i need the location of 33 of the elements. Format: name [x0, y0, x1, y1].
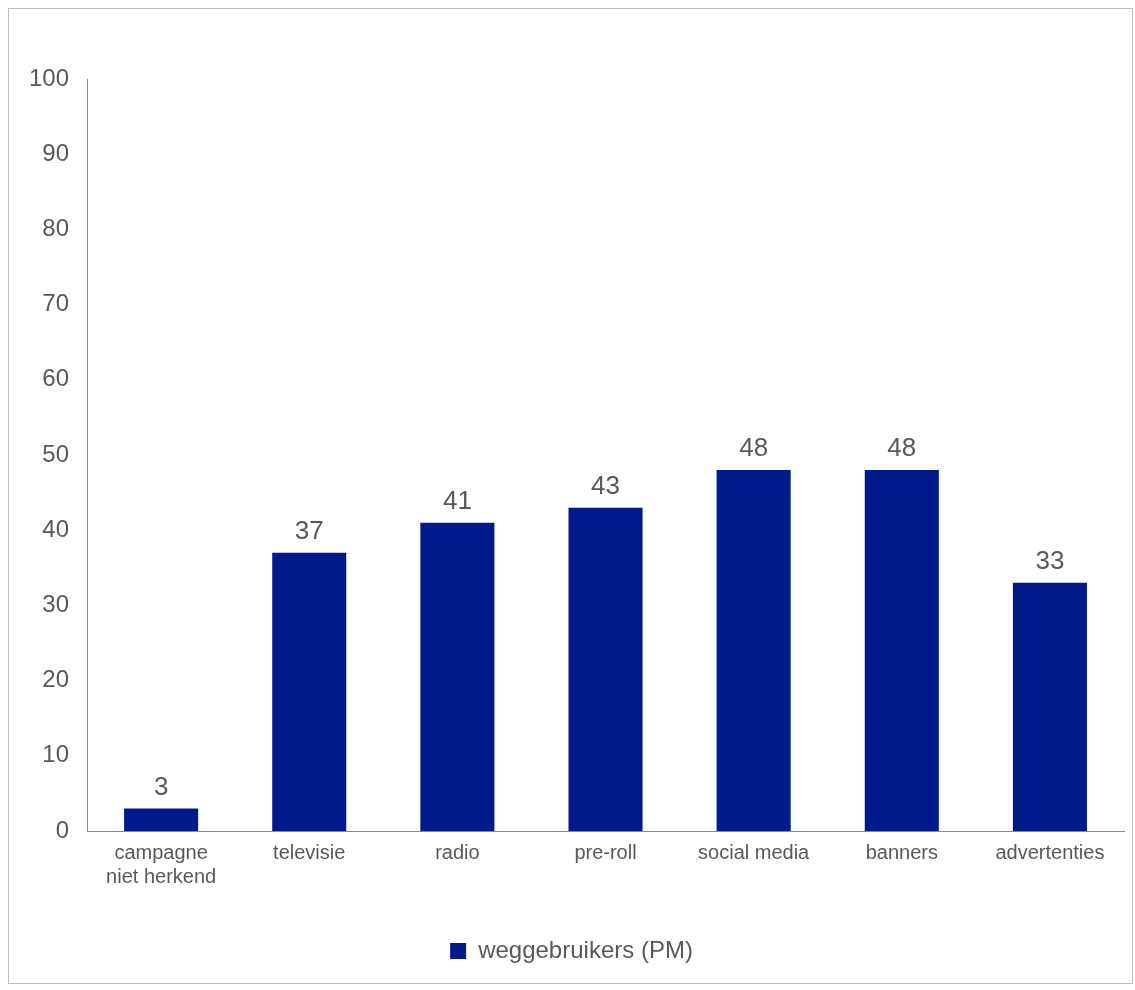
data-label: 48 — [739, 432, 769, 463]
bar — [1012, 582, 1087, 831]
data-label: 43 — [591, 469, 620, 500]
x-tick-label: advertenties — [995, 840, 1105, 863]
data-label: 41 — [442, 484, 472, 515]
y-tick-label: 10 — [42, 740, 70, 768]
x-tick-label: social media — [698, 840, 811, 863]
y-tick-label: 0 — [55, 815, 70, 843]
y-tick-label: 30 — [42, 590, 70, 618]
y-tick-label: 60 — [42, 364, 70, 392]
x-tick-label: televisie — [273, 840, 346, 863]
data-label: 33 — [1035, 545, 1065, 576]
bar — [272, 552, 347, 831]
y-tick-label: 40 — [42, 514, 70, 542]
bar — [124, 808, 199, 831]
bar — [864, 470, 939, 831]
x-tick-label: radio — [435, 840, 480, 863]
data-label: 48 — [887, 432, 917, 463]
x-tick-label: banners — [865, 840, 938, 863]
y-tick-label: 50 — [42, 439, 70, 467]
y-tick-label: 100 — [29, 63, 70, 91]
bar — [568, 507, 643, 831]
bar — [716, 470, 791, 831]
legend-label: weggebruikers (PM) — [477, 935, 693, 963]
data-label: 37 — [294, 514, 324, 545]
y-tick-label: 70 — [42, 289, 70, 317]
bar — [420, 522, 495, 831]
y-tick-label: 90 — [42, 138, 70, 166]
y-tick-label: 80 — [42, 214, 70, 242]
x-tick-label: pre-roll — [574, 840, 637, 863]
data-label: 3 — [153, 770, 169, 801]
x-tick-label: campagne niet herkend — [106, 840, 217, 887]
y-tick-label: 20 — [42, 665, 70, 693]
